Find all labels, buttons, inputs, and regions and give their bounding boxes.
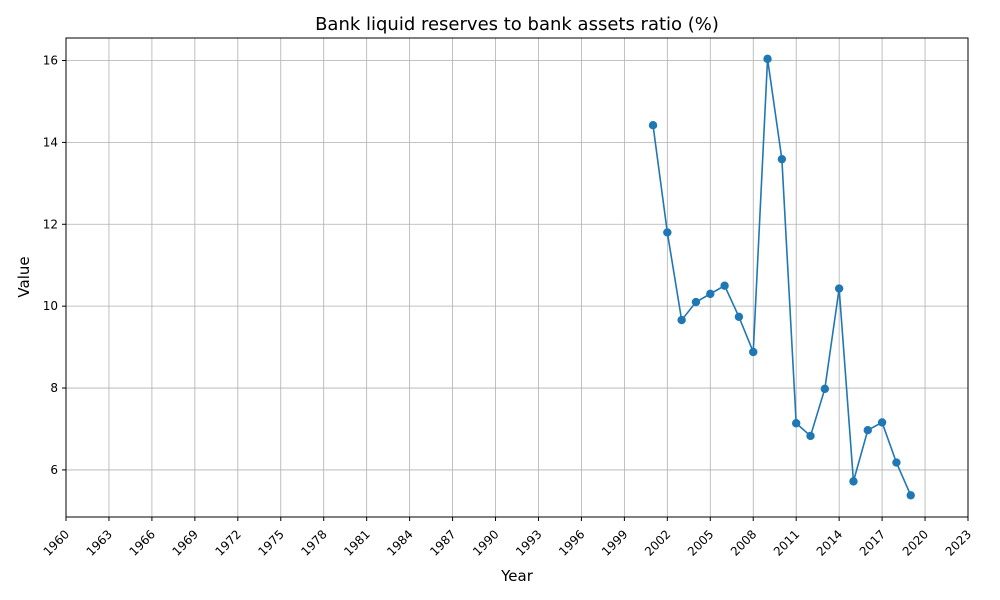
y-axis-label: Value [15, 256, 33, 297]
data-point [648, 121, 658, 130]
x-tick-label: 1999 [599, 527, 630, 558]
x-tick-label: 2002 [642, 527, 673, 558]
data-point [806, 431, 815, 441]
x-tick-label: 1969 [169, 527, 200, 558]
x-axis-label: Year [500, 567, 534, 585]
x-tick-label: 1978 [298, 527, 329, 558]
y-tick-label: 16 [43, 54, 58, 68]
data-point [749, 347, 758, 357]
data-point [691, 297, 701, 307]
x-tick-label: 1975 [255, 527, 286, 558]
x-tick-label: 1996 [556, 527, 587, 558]
x-tick-label: 1990 [470, 527, 501, 558]
data-point [777, 154, 787, 164]
x-tick-label: 1987 [427, 527, 458, 558]
x-tick-label: 1993 [513, 527, 544, 558]
data-point [906, 491, 915, 500]
data-point [734, 312, 744, 322]
y-tick-label: 12 [43, 217, 58, 231]
y-tick-label: 8 [50, 381, 58, 395]
x-tick-label: 2005 [685, 527, 716, 558]
data-point [706, 289, 715, 299]
x-tick-label: 2023 [943, 527, 974, 558]
data-point [820, 384, 830, 394]
x-tick-label: 2017 [857, 527, 888, 558]
x-tick-label: 2014 [814, 527, 845, 558]
y-tick-label: 6 [50, 463, 58, 477]
data-point [849, 477, 858, 486]
x-tick-label: 1981 [341, 527, 372, 558]
y-tick-label: 14 [43, 135, 58, 149]
grid-lines [65, 38, 969, 517]
chart-title: Bank liquid reserves to bank assets rati… [315, 14, 719, 35]
data-point [677, 315, 686, 325]
data-point [834, 284, 844, 293]
series-line [652, 58, 912, 496]
plot-frame [65, 37, 969, 518]
data-point [720, 281, 729, 290]
x-tick-label: 2008 [728, 527, 759, 558]
series-layer [648, 54, 915, 500]
x-tick-label: 1963 [84, 527, 115, 558]
data-point [663, 228, 672, 237]
x-tick-label: 1966 [127, 527, 158, 558]
data-point [892, 458, 901, 467]
data-point [863, 426, 872, 435]
data-point [763, 54, 772, 64]
x-tick-label: 1972 [212, 527, 243, 558]
data-point [791, 419, 801, 428]
x-tick-label: 1960 [41, 527, 72, 558]
x-tick-label: 1984 [384, 527, 415, 558]
y-tick-label: 10 [43, 299, 58, 313]
data-point [877, 418, 887, 427]
x-tick-label: 2020 [900, 527, 931, 558]
x-tick-label: 2011 [771, 527, 802, 558]
